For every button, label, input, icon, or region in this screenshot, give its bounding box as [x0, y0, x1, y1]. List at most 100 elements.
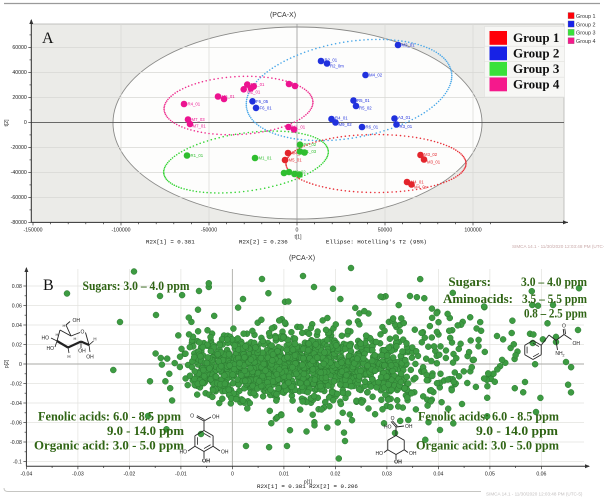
svg-text:Group 4: Group 4 — [513, 76, 560, 91]
svg-text:Aminoacids:: Aminoacids: — [443, 291, 513, 306]
svg-text:-0.1: -0.1 — [13, 459, 22, 465]
svg-text:HO: HO — [376, 451, 384, 457]
svg-text:SIMCA 14.1 - 11/30/2020 12:03:: SIMCA 14.1 - 11/30/2020 12:03:48 PM (UTC… — [486, 492, 583, 497]
svg-text:Fenolic acids: 6.0 - 8.5 ppm: Fenolic acids: 6.0 - 8.5 ppm — [418, 409, 559, 424]
svg-text:R2X[1] = 0.381 R2X[2] = 0.206: R2X[1] = 0.381 R2X[2] = 0.206 — [257, 483, 358, 490]
svg-text:OH: OH — [394, 460, 402, 466]
svg-text:0.8 – 2.5 ppm: 0.8 – 2.5 ppm — [524, 306, 587, 321]
svg-text:t[1]: t[1] — [295, 235, 303, 241]
svg-text:-0.06: -0.06 — [10, 420, 22, 426]
svg-text:R5_02: R5_02 — [359, 106, 372, 111]
svg-text:M4_02: M4_02 — [369, 73, 383, 78]
svg-text:R2X[1] = 0.381: R2X[1] = 0.381 — [146, 239, 195, 246]
svg-text:HO: HO — [47, 346, 55, 352]
svg-text:p[2]: p[2] — [4, 359, 10, 368]
svg-text:M4_01: M4_01 — [411, 180, 425, 185]
svg-text:Organic acid: 3.0 - 5.0 ppm: Organic acid: 3.0 - 5.0 ppm — [34, 438, 184, 453]
svg-text:-0.08: -0.08 — [10, 440, 22, 446]
svg-text:R3_01: R3_01 — [400, 124, 413, 129]
svg-text:M3_02: M3_02 — [424, 152, 438, 157]
svg-text:F6_05: F6_05 — [256, 99, 269, 104]
svg-text:40000: 40000 — [12, 70, 27, 76]
svg-text:Organic acid: 3.0 - 5.0 ppm: Organic acid: 3.0 - 5.0 ppm — [416, 438, 559, 453]
svg-text:0.04: 0.04 — [12, 323, 22, 329]
svg-text:-0.04: -0.04 — [10, 401, 22, 407]
svg-text:R1_03: R1_03 — [304, 149, 317, 154]
svg-text:R6_01: R6_01 — [366, 125, 379, 130]
svg-text:0.05: 0.05 — [485, 472, 495, 478]
svg-text:-0.02: -0.02 — [123, 472, 135, 478]
svg-text:H: H — [56, 332, 59, 337]
svg-text:F6_01: F6_01 — [260, 105, 273, 110]
svg-text:O: O — [81, 330, 85, 336]
svg-text:0.06: 0.06 — [12, 303, 22, 309]
svg-text:HO: HO — [42, 336, 50, 342]
svg-text:H: H — [67, 354, 70, 359]
svg-text:9.0 - 14.0 ppm: 9.0 - 14.0 ppm — [476, 423, 558, 438]
svg-text:M2_01: M2_01 — [402, 43, 416, 48]
svg-text:OH: OH — [221, 450, 229, 456]
svg-text:OH: OH — [405, 424, 413, 430]
svg-text:0.08: 0.08 — [12, 284, 22, 290]
svg-text:0.03: 0.03 — [382, 472, 392, 478]
svg-text:R2_0m: R2_0m — [330, 64, 344, 69]
svg-text:Group 3: Group 3 — [576, 31, 595, 37]
svg-text:60000: 60000 — [12, 45, 27, 51]
svg-text:Sugars: 3.0 – 4.0 ppm: Sugars: 3.0 – 4.0 ppm — [83, 278, 190, 293]
svg-text:Ellipse: Hotelling's T2 (95%): Ellipse: Hotelling's T2 (95%) — [326, 239, 427, 246]
svg-text:MS_01: MS_01 — [251, 82, 265, 87]
svg-text:OH: OH — [78, 349, 86, 355]
svg-text:R1_01: R1_01 — [191, 153, 204, 158]
svg-text:-0.01: -0.01 — [175, 472, 187, 478]
svg-text:9.0 - 14.0 ppm: 9.0 - 14.0 ppm — [107, 423, 184, 438]
svg-text:HO: HO — [180, 450, 188, 456]
svg-text:OH: OH — [573, 341, 581, 347]
svg-text:Group 1: Group 1 — [576, 14, 595, 20]
svg-text:HO: HO — [384, 425, 392, 431]
svg-text:OH: OH — [86, 355, 94, 361]
svg-text:H: H — [63, 323, 66, 328]
svg-text:(PCA-X): (PCA-X) — [289, 255, 315, 262]
svg-text:0: 0 — [24, 120, 27, 126]
svg-text:M9_02: M9_02 — [339, 122, 353, 127]
svg-text:M7_03: M7_03 — [192, 117, 206, 122]
svg-text:R5_01: R5_01 — [357, 98, 370, 103]
svg-text:0: 0 — [231, 472, 234, 478]
svg-text:M2_01: M2_01 — [247, 89, 261, 94]
svg-text:Group 4: Group 4 — [576, 39, 595, 45]
svg-text:M4_0s: M4_0s — [414, 185, 427, 190]
svg-text:B: B — [43, 277, 54, 294]
svg-text:0.02: 0.02 — [12, 342, 22, 348]
svg-text:O: O — [391, 416, 395, 422]
svg-text:OH: OH — [409, 451, 417, 457]
svg-text:H: H — [93, 337, 96, 342]
svg-text:100000: 100000 — [464, 227, 481, 233]
svg-text:A3_01: A3_01 — [398, 115, 411, 120]
svg-text:OH: OH — [212, 415, 220, 421]
svg-text:NH: NH — [555, 351, 563, 357]
svg-text:OH: OH — [73, 318, 81, 324]
svg-text:0.04: 0.04 — [433, 472, 443, 478]
svg-text:R2_01: R2_01 — [325, 58, 338, 63]
svg-text:2: 2 — [563, 354, 565, 358]
svg-text:A: A — [42, 30, 54, 47]
svg-text:H: H — [74, 336, 77, 341]
svg-text:3.5 – 5.5 ppm: 3.5 – 5.5 ppm — [522, 291, 587, 306]
svg-text:0: 0 — [19, 362, 22, 368]
svg-text:-40000: -40000 — [11, 170, 27, 176]
svg-text:-0.02: -0.02 — [10, 381, 22, 387]
svg-text:Group 2: Group 2 — [576, 22, 595, 28]
svg-text:0.06: 0.06 — [536, 472, 546, 478]
svg-text:O: O — [190, 414, 194, 420]
svg-text:M3_01: M3_01 — [427, 160, 441, 165]
svg-text:-50000: -50000 — [201, 227, 217, 233]
svg-text:3.0 – 4.0 ppm: 3.0 – 4.0 ppm — [521, 274, 587, 289]
svg-text:-60000: -60000 — [11, 195, 27, 201]
svg-text:-80000: -80000 — [11, 220, 27, 226]
svg-text:Group 2: Group 2 — [513, 45, 559, 60]
svg-text:R7_02: R7_02 — [304, 142, 317, 147]
svg-text:R4_01: R4_01 — [335, 116, 348, 121]
svg-text:R4_01: R4_01 — [188, 102, 201, 107]
svg-text:0: 0 — [296, 227, 299, 233]
svg-text:Group 3: Group 3 — [513, 61, 560, 76]
